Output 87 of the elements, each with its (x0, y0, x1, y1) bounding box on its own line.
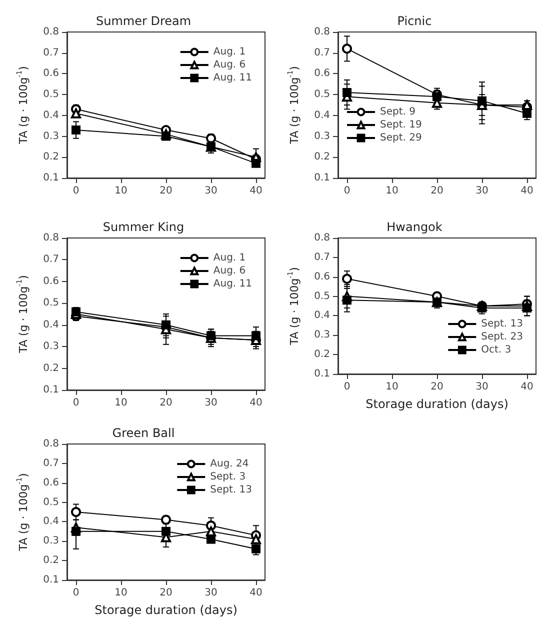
x-tick-label: 10 (386, 382, 398, 392)
legend-label: Aug. 1 (213, 252, 246, 264)
y-tick-label: 0.8 (43, 232, 59, 244)
y-tick-label: 0.6 (43, 68, 59, 80)
x-tick-label: 0 (344, 186, 350, 196)
legend-label: Sept. 13 (210, 484, 252, 496)
y-tick-label: 0.5 (43, 89, 59, 100)
y-tick-label: 0.4 (314, 310, 330, 322)
x-tick-label: 0 (72, 398, 80, 408)
y-tick-label: 0.3 (43, 341, 59, 352)
y-tick-label: 0.1 (43, 172, 59, 184)
y-tick-label: 0.6 (314, 271, 330, 282)
chart-title: Summer King (102, 220, 184, 234)
legend-label: Sept. 29 (380, 132, 422, 144)
x-tick-label: 20 (430, 382, 444, 392)
x-tick-label: 10 (386, 186, 398, 196)
legend-label: Aug. 11 (213, 278, 252, 290)
x-axis-title: Storage duration (days) (94, 603, 238, 617)
y-tick-label: 0.7 (314, 47, 330, 58)
x-tick-label: 30 (476, 186, 488, 196)
x-tick-label: 20 (160, 186, 172, 196)
y-tick-label: 0.1 (43, 574, 59, 586)
x-tick-label: 20 (160, 398, 172, 408)
chart-title: Hwangok (386, 220, 442, 234)
x-tick-label: 0 (72, 588, 80, 598)
x-tick-label: 10 (114, 186, 128, 196)
chart-title: Green Ball (112, 426, 175, 440)
y-tick-label: 0.3 (43, 536, 59, 547)
legend-label: Aug. 24 (210, 458, 249, 470)
y-tick-label: 0.8 (314, 232, 330, 244)
x-tick-label: 0 (72, 186, 80, 196)
y-tick-label: 0.5 (314, 89, 330, 100)
legend-label: Aug. 6 (213, 60, 246, 70)
y-tick-label: 0.2 (314, 152, 330, 163)
y-tick-label: 0.3 (314, 330, 330, 341)
x-tick-label: 20 (430, 186, 444, 196)
legend-label: Sept. 19 (380, 120, 422, 130)
y-tick-label: 0.4 (314, 110, 330, 121)
legend-label: Sept. 9 (380, 106, 416, 118)
legend-label: Oct. 3 (481, 344, 512, 356)
y-tick-label: 0.7 (43, 458, 59, 469)
y-tick-label: 0.5 (43, 496, 59, 508)
y-tick-label: 0.2 (314, 349, 330, 360)
y-tick-label: 0.8 (43, 438, 59, 450)
chart-title: Picnic (397, 14, 432, 28)
x-tick-label: 30 (476, 382, 488, 392)
y-tick-label: 0.7 (314, 252, 330, 263)
y-tick-label: 0.1 (314, 368, 330, 380)
x-tick-label: 30 (204, 398, 218, 408)
y-tick-label: 0.4 (43, 516, 59, 528)
y-tick-label: 0.1 (43, 384, 59, 396)
y-tick-label: 0.1 (314, 172, 330, 184)
x-tick-label: 40 (250, 588, 262, 598)
legend-label: Aug. 6 (213, 266, 246, 276)
y-tick-label: 0.7 (43, 254, 59, 266)
y-tick-label: 0.5 (314, 290, 330, 302)
y-tick-label: 0.7 (43, 47, 59, 58)
x-axis-title: Storage duration (days) (366, 397, 508, 411)
legend-label: Sept. 23 (481, 332, 524, 342)
legend-label: Sept. 3 (210, 472, 246, 482)
legend-label: Aug. 11 (213, 72, 252, 84)
x-tick-label: 0 (344, 382, 350, 392)
legend-label: Aug. 1 (213, 46, 246, 58)
x-tick-label: 40 (520, 382, 534, 392)
y-tick-label: 0.4 (43, 319, 59, 330)
y-tick-label: 0.2 (43, 362, 59, 374)
x-tick-label: 10 (114, 588, 128, 598)
y-tick-label: 0.6 (314, 68, 330, 80)
x-tick-label: 40 (250, 186, 262, 196)
x-tick-label: 30 (204, 186, 218, 196)
legend-label: Sept. 13 (481, 318, 524, 330)
x-tick-label: 20 (160, 588, 172, 598)
y-tick-label: 0.4 (43, 110, 59, 121)
y-tick-label: 0.5 (43, 298, 59, 309)
y-tick-label: 0.3 (314, 130, 330, 142)
y-tick-label: 0.8 (314, 26, 330, 38)
x-tick-label: 40 (250, 398, 262, 408)
x-tick-label: 30 (204, 588, 218, 598)
y-tick-label: 0.6 (43, 477, 59, 488)
x-tick-label: 40 (520, 186, 534, 196)
y-tick-label: 0.3 (43, 130, 59, 142)
y-tick-label: 0.2 (43, 152, 59, 163)
y-tick-label: 0.6 (43, 276, 59, 287)
chart-title: Summer Dream (96, 14, 192, 28)
y-tick-label: 0.8 (43, 26, 59, 38)
y-tick-label: 0.2 (43, 555, 59, 566)
x-tick-label: 10 (114, 398, 128, 408)
